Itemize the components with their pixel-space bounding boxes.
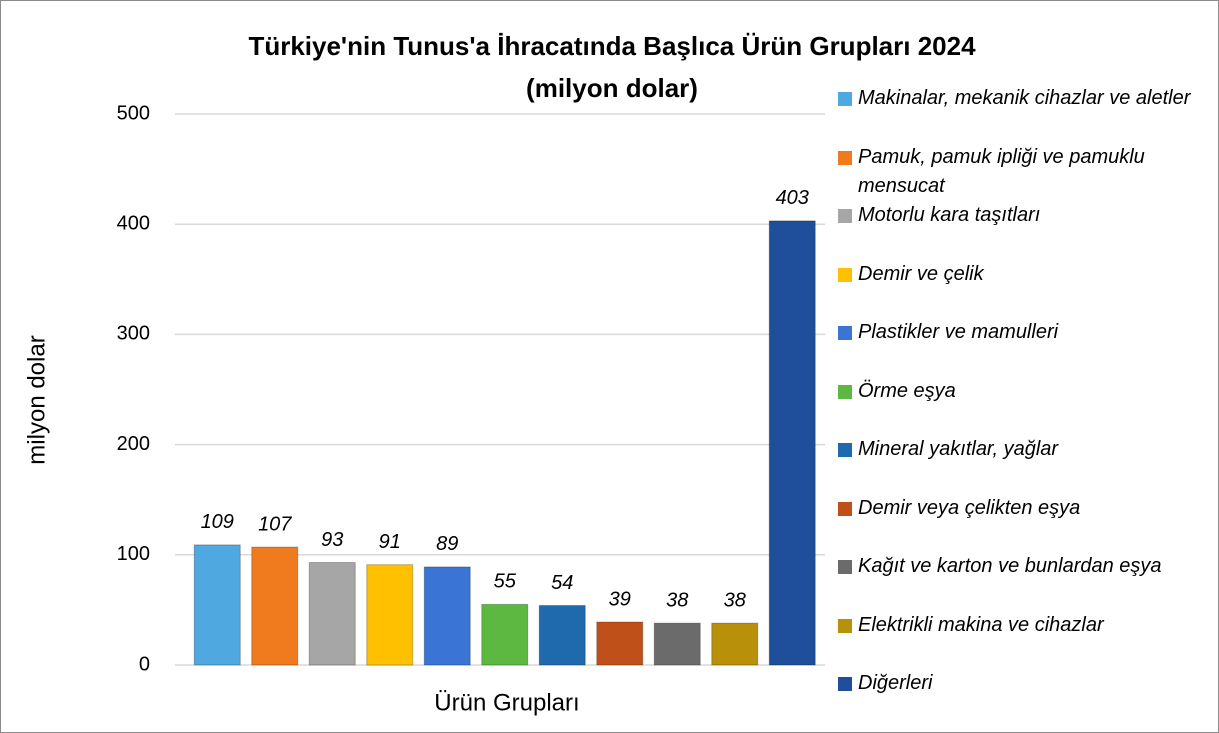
bar [251, 546, 299, 666]
bar [193, 544, 241, 666]
value-label: 38 [666, 589, 688, 611]
y-tick-label: 0 [139, 653, 150, 675]
legend-label: Diğerleri [858, 672, 933, 694]
legend-label: Örme eşya [858, 379, 956, 402]
legend-item: Makinalar, mekanik cihazlar ve aletler [838, 84, 1210, 113]
value-label: 107 [258, 513, 292, 535]
bar [653, 622, 701, 666]
legend-swatch [838, 267, 852, 282]
bar [711, 622, 759, 666]
legend-item: Demir veya çelikten eşya [838, 494, 1210, 523]
bar [308, 562, 356, 666]
bar [768, 220, 816, 666]
value-label: 38 [724, 589, 746, 611]
bar [538, 604, 586, 666]
legend-swatch [838, 677, 852, 691]
value-label: 54 [551, 572, 573, 594]
legend-label: Pamuk, pamuk ipliği ve pamuklu mensucat [858, 145, 1145, 197]
legend-swatch [838, 384, 852, 399]
legend-item: Mineral yakıtlar, yağlar [838, 435, 1210, 464]
legend-item: Pamuk, pamuk ipliği ve pamuklu mensucat [838, 143, 1210, 201]
value-label: 93 [321, 529, 343, 551]
y-tick-label: 300 [117, 323, 150, 345]
bar [423, 566, 471, 666]
legend-item: Motorlu kara taşıtları [838, 201, 1210, 230]
legend-swatch [838, 209, 852, 223]
legend-swatch [838, 618, 852, 633]
legend-item: Demir ve çelik [838, 260, 1210, 289]
legend-label: Demir ve çelik [858, 262, 984, 285]
legend-label: Makinalar, mekanik cihazlar ve aletler [858, 87, 1191, 109]
legend-label: Plastikler ve mamulleri [858, 321, 1059, 343]
x-axis-label: Ürün Grupları [434, 689, 579, 716]
legend-label: Elektrikli makina ve cihazlar [858, 613, 1104, 636]
legend-item: Elektrikli makina ve cihazlar [838, 611, 1210, 640]
y-axis-label: milyon dolar [23, 335, 50, 464]
legend-item: Kağıt ve karton ve bunlardan eşya [838, 552, 1210, 581]
y-tick-label: 500 [117, 102, 150, 124]
chart-subtitle: (milyon dolar) [526, 73, 698, 103]
value-label: 403 [776, 187, 809, 209]
legend-item: Diğerleri [838, 669, 1210, 698]
legend-item: Plastikler ve mamulleri [838, 318, 1210, 347]
legend-swatch [838, 501, 852, 516]
legend-swatch [838, 560, 852, 574]
chart-title: Türkiye'nin Tunus'a İhracatında Başlıca … [248, 31, 976, 61]
value-label: 39 [609, 588, 631, 610]
value-label: 91 [379, 531, 401, 553]
legend-swatch [838, 326, 852, 340]
legend-label: Kağıt ve karton ve bunlardan eşya [858, 555, 1162, 577]
legend-label: Mineral yakıtlar, yağlar [858, 438, 1059, 460]
legend-item: Örme eşya [838, 377, 1210, 406]
legend-swatch [838, 150, 852, 165]
legend-label: Motorlu kara taşıtları [858, 204, 1041, 226]
bar [366, 564, 414, 666]
value-label: 89 [436, 533, 458, 555]
legend-swatch [838, 92, 852, 106]
value-label: 55 [494, 571, 517, 593]
value-label: 109 [201, 511, 234, 533]
bar [596, 621, 644, 666]
y-tick-label: 200 [117, 433, 150, 455]
legend-swatch [838, 443, 852, 457]
legend-label: Demir veya çelikten eşya [858, 496, 1081, 519]
y-tick-label: 400 [117, 212, 150, 234]
bar [481, 603, 529, 666]
y-tick-label: 100 [117, 543, 150, 565]
